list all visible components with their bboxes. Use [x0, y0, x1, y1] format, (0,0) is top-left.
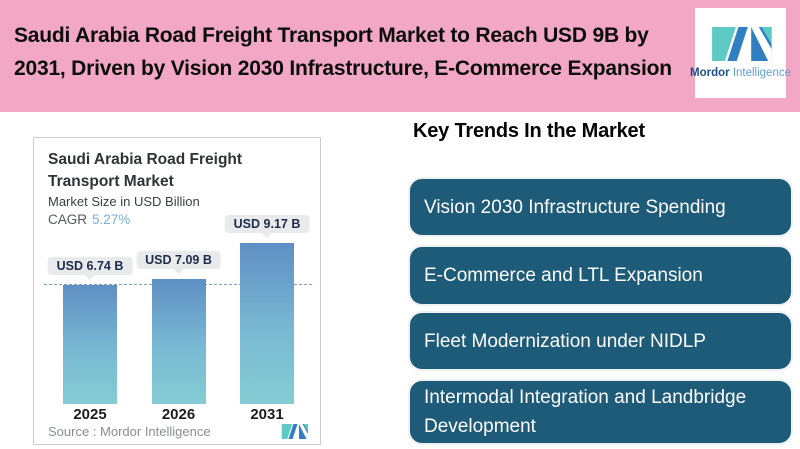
cagr-value: 5.27%	[92, 212, 131, 227]
value-label-2026: USD 7.09 B	[136, 251, 221, 270]
brand-wordmark: Mordor Intelligence	[690, 67, 791, 79]
page-title: Saudi Arabia Road Freight Transport Mark…	[14, 19, 686, 85]
mordor-logo-mini-icon	[281, 424, 308, 439]
value-label-2031: USD 9.17 B	[224, 214, 310, 233]
cagr-label: CAGR	[48, 212, 88, 227]
page-title-line2: 2031, Driven by Vision 2030 Infrastructu…	[14, 57, 672, 80]
source-text: Source : Mordor Intelligence	[48, 424, 211, 439]
header-banner: Saudi Arabia Road Freight Transport Mark…	[0, 0, 800, 112]
category-label-2025: 2025	[73, 406, 107, 423]
page-title-line1: Saudi Arabia Road Freight Transport Mark…	[14, 24, 649, 47]
trend-box-label: Intermodal Integration and Landbridge De…	[424, 387, 747, 437]
wordmark-intelligence: Intelligence	[732, 67, 791, 79]
key-trends-heading: Key Trends In the Market	[413, 120, 645, 142]
trend-box-vision-2030: Vision 2030 Infrastructure Spending	[408, 177, 793, 237]
trend-box-label: Fleet Modernization under NIDLP	[424, 330, 706, 352]
trend-box-label: Vision 2030 Infrastructure Spending	[424, 196, 726, 218]
trend-box-fleet-modernization: Fleet Modernization under NIDLP	[408, 311, 793, 371]
mordor-logo-icon	[711, 27, 772, 61]
value-label-2025: USD 6.74 B	[47, 257, 133, 276]
chart-subtitle: Market Size in USD Billion	[48, 194, 200, 209]
bar-2026	[151, 279, 206, 404]
source-row: Source : Mordor Intelligence	[48, 424, 308, 439]
chart-title: Saudi Arabia Road Freight Transport Mark…	[48, 151, 243, 190]
category-label-2026: 2026	[161, 406, 196, 423]
trend-box-intermodal-landbridge: Intermodal Integration and Landbridge De…	[408, 379, 793, 445]
trend-box-label: E-Commerce and LTL Expansion	[424, 265, 703, 286]
wordmark-mordor: Mordor	[690, 67, 730, 79]
chart-card: Saudi Arabia Road Freight Transport Mark…	[33, 137, 321, 445]
bar-2025	[63, 285, 117, 404]
category-label-2031: 2031	[250, 406, 284, 423]
trend-box-ecommerce-ltl: E-Commerce and LTL Expansion	[408, 245, 793, 306]
bar-2031	[240, 242, 294, 404]
bar-chart: USD 6.74 B USD 7.09 B USD 9.17 B	[34, 138, 320, 404]
brand-logo-tile: Mordor Intelligence	[690, 8, 791, 98]
cagr-row: CAGR 5.27%	[48, 212, 130, 227]
